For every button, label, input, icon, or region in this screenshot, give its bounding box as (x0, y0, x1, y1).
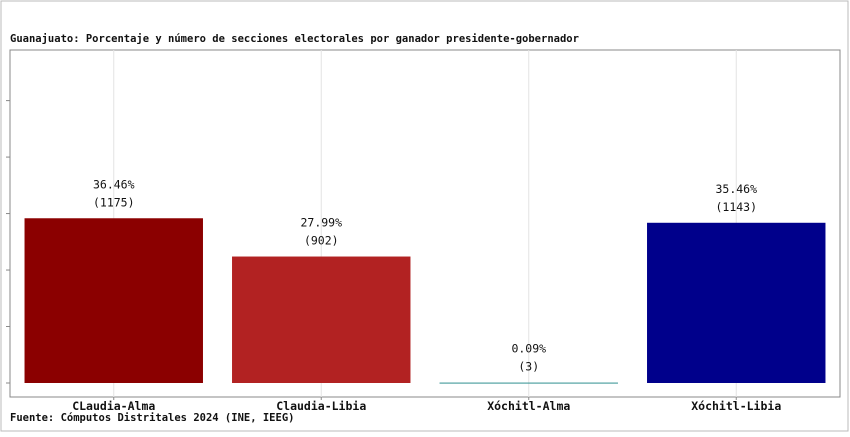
chart-title: Guanajuato: Porcentaje y número de secci… (10, 33, 579, 45)
x-tick-label: Xóchitl-Libia (691, 399, 781, 413)
count-label: (902) (304, 234, 339, 248)
value-label: 36.46% (93, 177, 135, 191)
plot-area (9, 49, 841, 398)
bar (232, 256, 411, 383)
x-tick-label: CLaudia-Alma (72, 399, 155, 413)
x-tick-label: Xóchitl-Alma (487, 399, 570, 413)
bar (439, 382, 618, 384)
value-label: 27.99% (300, 216, 342, 230)
value-label: 0.09% (511, 342, 546, 356)
source: Fuente: Cómputos Distritales 2024 (INE, … (10, 412, 294, 424)
count-label: (3) (518, 360, 539, 374)
count-label: (1143) (715, 200, 757, 214)
bar (24, 218, 203, 383)
bar (647, 222, 826, 383)
x-tick-label: Claudia-Libia (276, 399, 366, 413)
value-label: 35.46% (715, 182, 757, 196)
count-label: (1175) (93, 195, 135, 209)
